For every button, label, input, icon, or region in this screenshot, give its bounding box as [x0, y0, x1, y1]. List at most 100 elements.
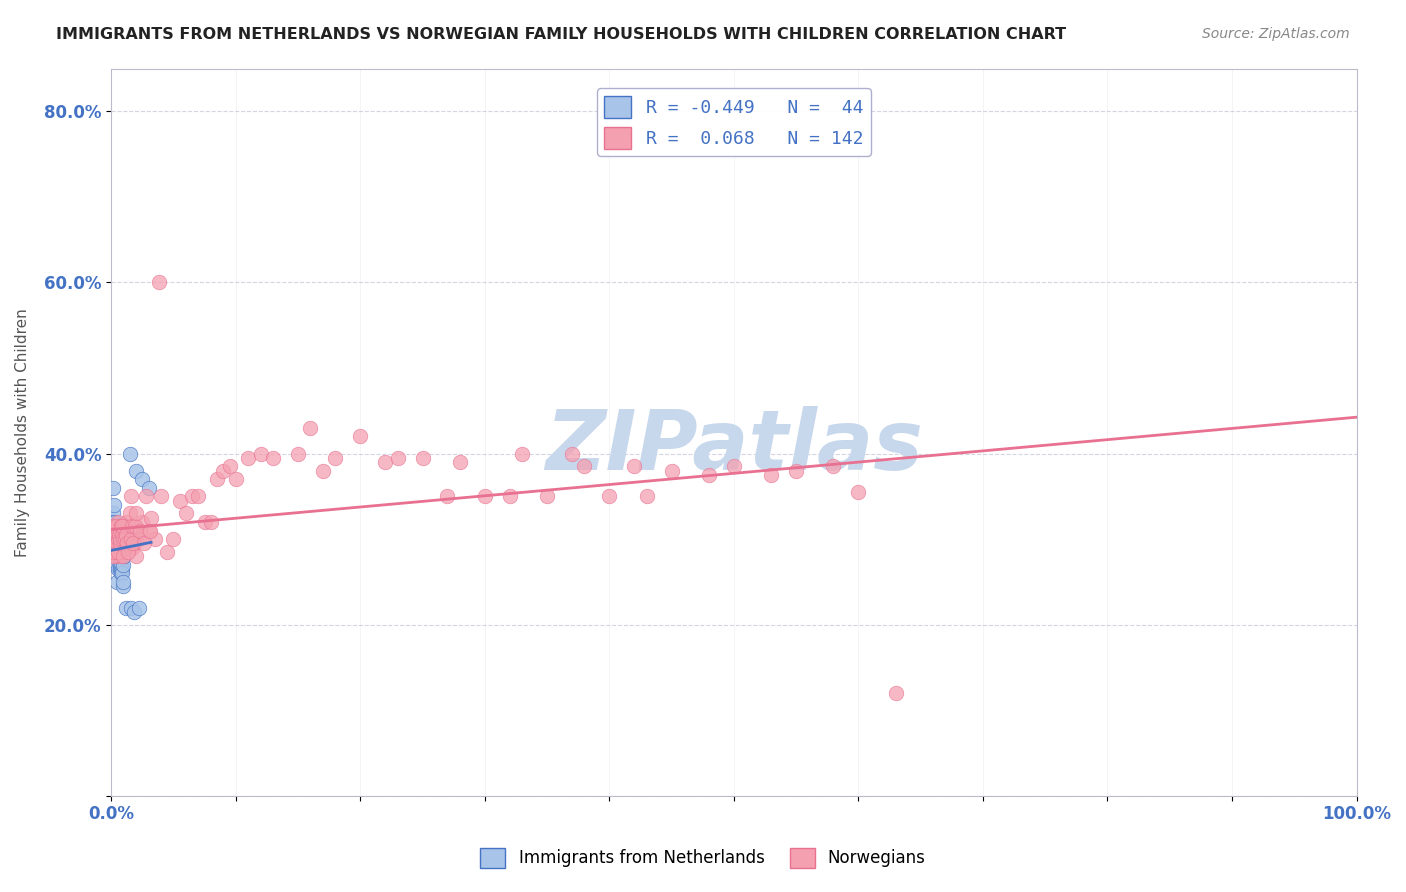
Point	[117, 515, 139, 529]
Point	[138, 481, 160, 495]
Point	[105, 536, 128, 550]
Point	[510, 446, 533, 460]
Point	[132, 536, 155, 550]
Point	[139, 510, 162, 524]
Point	[249, 446, 271, 460]
Point	[785, 464, 807, 478]
Point	[139, 524, 162, 538]
Point	[107, 545, 129, 559]
Point	[623, 459, 645, 474]
Point	[636, 489, 658, 503]
Point	[101, 507, 124, 521]
Point	[111, 524, 134, 538]
Point	[125, 532, 148, 546]
Point	[104, 549, 127, 564]
Point	[112, 519, 135, 533]
Point	[212, 464, 235, 478]
Point	[112, 574, 135, 589]
Point	[108, 536, 131, 550]
Point	[104, 515, 127, 529]
Point	[111, 549, 134, 564]
Point	[299, 421, 322, 435]
Point	[111, 532, 134, 546]
Point	[128, 524, 150, 538]
Point	[101, 528, 124, 542]
Point	[387, 450, 409, 465]
Point	[107, 532, 129, 546]
Point	[121, 541, 143, 555]
Point	[325, 450, 347, 465]
Point	[124, 519, 146, 533]
Point	[287, 446, 309, 460]
Point	[105, 541, 128, 555]
Point	[105, 536, 128, 550]
Point	[104, 532, 127, 546]
Point	[561, 446, 583, 460]
Point	[110, 536, 132, 550]
Point	[499, 489, 522, 503]
Point	[108, 545, 131, 559]
Point	[105, 524, 128, 538]
Point	[143, 532, 166, 546]
Point	[122, 536, 145, 550]
Point	[312, 464, 335, 478]
Point	[105, 558, 128, 572]
Point	[120, 600, 142, 615]
Point	[110, 536, 132, 550]
Point	[112, 549, 135, 564]
Point	[104, 532, 127, 546]
Point	[108, 545, 131, 559]
Point	[103, 536, 125, 550]
Point	[115, 536, 138, 550]
Point	[105, 536, 128, 550]
Point	[108, 558, 131, 572]
Point	[104, 524, 127, 538]
Text: Source: ZipAtlas.com: Source: ZipAtlas.com	[1202, 27, 1350, 41]
Point	[104, 532, 127, 546]
Point	[120, 532, 142, 546]
Point	[112, 536, 135, 550]
Point	[107, 532, 129, 546]
Point	[105, 536, 128, 550]
Point	[112, 558, 135, 572]
Point	[110, 519, 132, 533]
Point	[111, 532, 134, 546]
Point	[110, 541, 132, 555]
Point	[187, 489, 209, 503]
Point	[108, 549, 131, 564]
Point	[218, 459, 240, 474]
Point	[112, 528, 135, 542]
Point	[118, 446, 141, 460]
Y-axis label: Family Households with Children: Family Households with Children	[15, 308, 30, 557]
Point	[128, 532, 150, 546]
Point	[131, 472, 153, 486]
Point	[101, 545, 124, 559]
Point	[103, 498, 125, 512]
Point	[104, 541, 127, 555]
Point	[107, 515, 129, 529]
Point	[111, 562, 134, 576]
Point	[205, 472, 228, 486]
Point	[115, 600, 138, 615]
Point	[823, 459, 845, 474]
Point	[536, 489, 558, 503]
Point	[118, 532, 141, 546]
Point	[107, 532, 129, 546]
Point	[110, 528, 132, 542]
Point	[105, 528, 128, 542]
Point	[436, 489, 458, 503]
Point	[103, 536, 125, 550]
Point	[110, 558, 132, 572]
Point	[474, 489, 496, 503]
Point	[156, 545, 179, 559]
Point	[181, 489, 204, 503]
Point	[114, 532, 136, 546]
Point	[661, 464, 683, 478]
Point	[105, 541, 128, 555]
Point	[108, 562, 131, 576]
Point	[112, 536, 135, 550]
Point	[122, 605, 145, 619]
Point	[723, 459, 745, 474]
Point	[107, 574, 129, 589]
Point	[574, 459, 596, 474]
